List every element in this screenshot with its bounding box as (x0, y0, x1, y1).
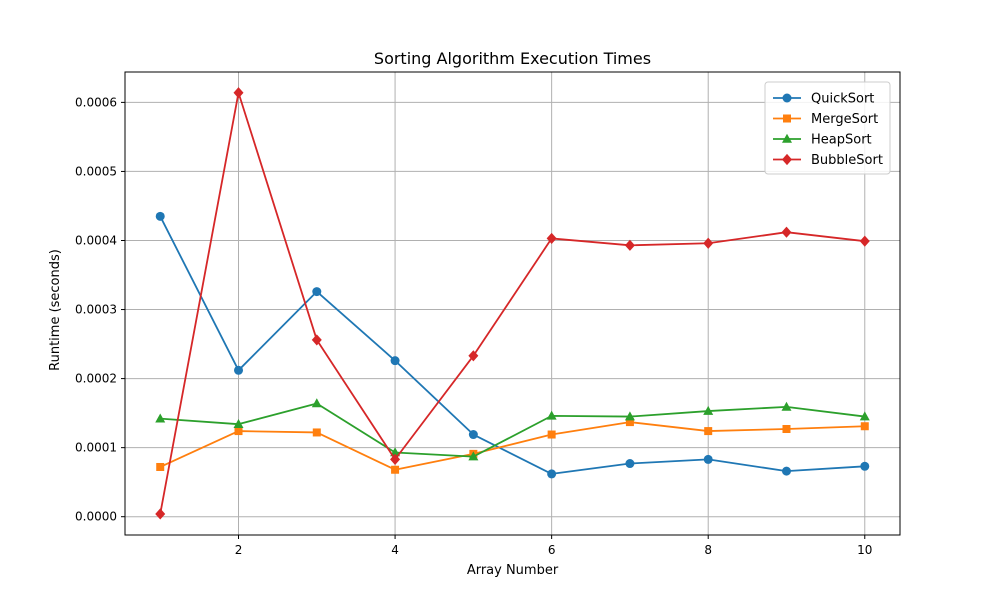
heapsort-point (859, 411, 870, 421)
bubblesort-point (624, 239, 635, 251)
series-bubblesort (155, 87, 870, 520)
x-tick-label: 4 (391, 543, 399, 557)
mergesort-point (391, 465, 400, 474)
series-quicksort (155, 211, 870, 479)
legend-label-mergesort: MergeSort (811, 112, 878, 127)
y-tick-label: 0.0000 (75, 510, 117, 524)
x-tick-label: 8 (704, 543, 712, 557)
legend-marker-heapsort (782, 133, 792, 143)
quicksort-point (155, 211, 165, 221)
quicksort-point (312, 287, 322, 297)
quicksort-point (703, 454, 713, 464)
bubblesort-point (781, 226, 792, 238)
quicksort-point (390, 356, 400, 366)
mergesort-point (625, 418, 634, 427)
y-tick-label: 0.0001 (75, 441, 117, 455)
quicksort-point (625, 459, 635, 469)
y-tick-label: 0.0006 (75, 95, 117, 109)
bubblesort-point (155, 508, 166, 520)
y-tick-label: 0.0002 (75, 372, 117, 386)
quicksort-line (159, 215, 865, 475)
plot-area-frame (124, 71, 901, 536)
heapsort-line (160, 402, 865, 458)
y-axis-label: Runtime (seconds) (48, 249, 63, 371)
chart-title: Sorting Algorithm Execution Times (374, 49, 651, 68)
mergesort-point (704, 427, 713, 436)
y-tick-label: 0.0003 (75, 303, 117, 317)
bubblesort-point (859, 235, 870, 247)
legend-label-quicksort: QuickSort (811, 92, 874, 107)
legend-box (764, 81, 891, 175)
series-mergesort (156, 418, 869, 474)
mergesort-line (159, 421, 865, 471)
heapsort-point (311, 398, 322, 408)
legend-marker-mergesort (783, 114, 791, 123)
x-tick-label: 10 (857, 543, 872, 557)
y-tick-label: 0.0005 (75, 164, 117, 178)
legend: QuickSort MergeSort HeapSort BubbleSort (764, 81, 891, 175)
quicksort-point (860, 461, 870, 471)
mergesort-point (312, 428, 321, 437)
mergesort-point (860, 422, 869, 431)
x-axis-label: Array Number (467, 563, 559, 578)
legend-label-bubblesort: BubbleSort (811, 153, 883, 168)
bubblesort-line (159, 91, 865, 515)
mergesort-point (156, 462, 165, 471)
series-heapsort (155, 398, 870, 461)
x-tick-label: 2 (235, 543, 243, 557)
legend-marker-bubblesort (782, 153, 792, 166)
quicksort-point (234, 365, 244, 375)
bubblesort-point (546, 232, 557, 245)
bubblesort-point (468, 350, 479, 362)
quicksort-point (547, 469, 557, 479)
bubblesort-point (233, 87, 244, 99)
heapsort-point (703, 405, 714, 415)
series-lines (155, 87, 870, 520)
heapsort-point (546, 410, 557, 420)
legend-marker-quicksort (782, 93, 792, 103)
mergesort-point (782, 425, 791, 434)
quicksort-point (781, 466, 791, 476)
bubblesort-point (390, 453, 401, 465)
heapsort-point (781, 401, 792, 411)
mergesort-point (547, 430, 556, 439)
legend-label-heapsort: HeapSort (811, 133, 872, 148)
bubblesort-point (703, 237, 714, 249)
y-tick-label: 0.0004 (75, 233, 117, 247)
quicksort-point (468, 430, 478, 440)
bubblesort-point (311, 334, 322, 346)
mergesort-point (234, 427, 243, 436)
axis-ticks: 2 4 6 8 10 0.0000 0.0001 0.0002 0.0003 0.0004 0.00… (75, 95, 872, 557)
heapsort-point (468, 451, 479, 461)
heapsort-point (624, 411, 635, 421)
x-tick-label: 6 (548, 543, 556, 557)
heapsort-point (155, 413, 166, 423)
heapsort-point (233, 418, 244, 428)
